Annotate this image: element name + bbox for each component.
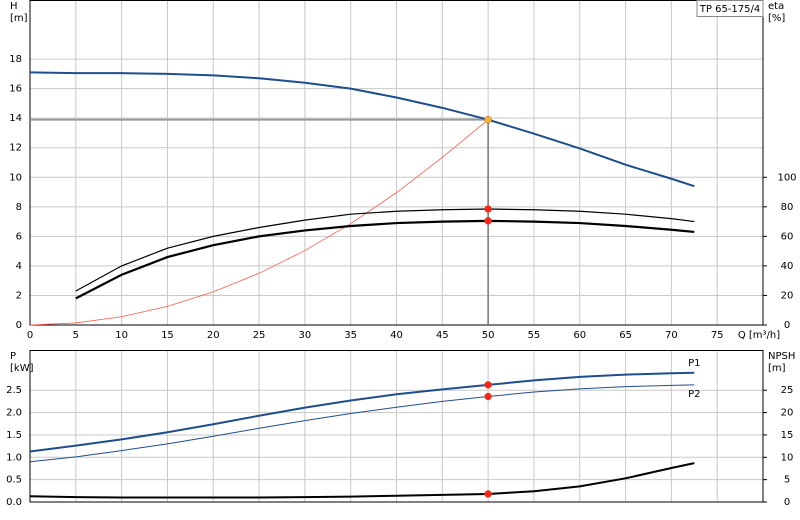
x-tick-label: 35	[344, 330, 357, 341]
y2-tick-label: 10	[781, 452, 794, 463]
title-box	[696, 0, 764, 17]
y2-tick-label: 20	[781, 408, 794, 419]
plot-frame	[29, 350, 764, 503]
y2-axis-unit: [%]	[768, 13, 785, 24]
series-line	[75, 219, 695, 300]
chart-title: TP 65-175/4	[699, 4, 760, 15]
x-tick-label: 5	[73, 330, 79, 341]
x-tick-label: 40	[390, 330, 403, 341]
series-line	[29, 71, 695, 188]
x-tick-label: 20	[207, 330, 220, 341]
y-axis-unit: [m]	[10, 13, 28, 24]
x-tick-label: 70	[665, 330, 678, 341]
y-tick-label: 0	[16, 320, 22, 331]
x-axis-label: Q [m³/h]	[738, 330, 780, 341]
y2-tick-label: 80	[781, 202, 794, 213]
x-tick-label: 50	[482, 330, 495, 341]
plot-frame	[29, 0, 764, 326]
y-tick-label: 2	[16, 290, 22, 301]
y2-tick-label: 20	[781, 290, 794, 301]
x-tick-label: 45	[436, 330, 449, 341]
y-axis-label: P	[10, 351, 16, 362]
x-tick-label: 65	[619, 330, 632, 341]
y2-axis-label: NPSH	[768, 351, 795, 362]
operating-point	[484, 205, 492, 213]
y-tick-label: 16	[9, 84, 22, 95]
series-line	[29, 119, 489, 326]
y-tick-label: 10	[9, 172, 22, 183]
operating-point	[484, 115, 492, 124]
y2-tick-label: 25	[781, 385, 794, 396]
head-chart: 0 5 10 15 20 25 30 35 40 45 50 55 60 65 70 75 0 2 4 6 8 10 12 1…	[9, 0, 797, 341]
series-line	[29, 384, 695, 463]
y-tick-label: 14	[9, 113, 22, 124]
operating-point	[484, 217, 492, 225]
y2-tick-label: 0	[784, 497, 790, 508]
series-label: P1	[688, 358, 700, 369]
y2-axis-unit: [m]	[768, 363, 786, 374]
y2-tick-label: 40	[781, 261, 794, 272]
y2-tick-label: 15	[781, 430, 794, 441]
y2-tick-label: 0	[784, 320, 790, 331]
y2-axis-label: eta	[768, 1, 784, 12]
operating-point	[484, 381, 492, 389]
y-tick-label: 6	[16, 231, 22, 242]
series-line	[29, 462, 695, 499]
x-tick-label: 55	[528, 330, 541, 341]
x-tick-label: 25	[253, 330, 266, 341]
y2-tick-label: 100	[777, 172, 796, 183]
x-tick-label: 75	[711, 330, 724, 341]
y-tick-label: 1.0	[6, 452, 22, 463]
y-tick-label: 2.5	[6, 385, 22, 396]
series-line	[29, 371, 695, 453]
y-tick-label: 2.0	[6, 408, 22, 419]
y-tick-label: 0.5	[6, 475, 22, 486]
x-tick-label: 60	[573, 330, 586, 341]
x-tick-label: 15	[161, 330, 174, 341]
y-axis-unit: [kW]	[10, 363, 34, 374]
power-chart: 0.0 0.5 1.0 1.5 2.0 2.5 0 5 10 15 20 25 P[kW] NPSH[m]…	[6, 350, 795, 508]
y-tick-label: 1.5	[6, 430, 22, 441]
operating-point	[484, 490, 492, 498]
x-tick-label: 30	[299, 330, 312, 341]
x-tick-label: 0	[27, 330, 33, 341]
y-tick-label: 18	[9, 54, 22, 65]
y-tick-label: 4	[16, 261, 22, 272]
x-tick-label: 10	[115, 330, 128, 341]
series-line	[75, 208, 695, 292]
y-tick-label: 8	[16, 202, 22, 213]
y-tick-label: 0.0	[6, 497, 22, 508]
y2-tick-label: 5	[784, 475, 790, 486]
y-axis-label: H	[10, 1, 18, 12]
y-tick-label: 12	[9, 143, 22, 154]
series-label: P2	[688, 389, 700, 400]
operating-point	[484, 392, 492, 401]
y2-tick-label: 60	[781, 231, 794, 242]
